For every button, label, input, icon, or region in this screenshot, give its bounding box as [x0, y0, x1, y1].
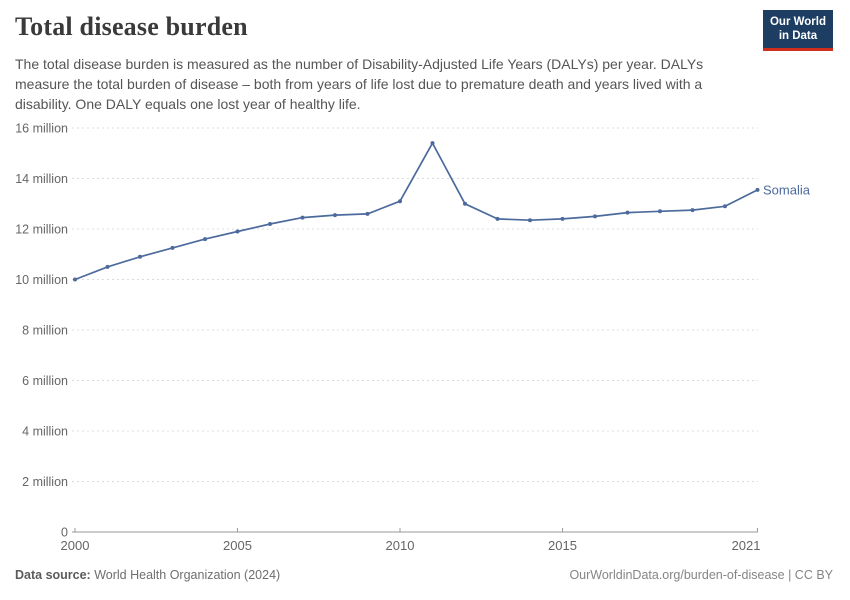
license-label: | CC BY: [784, 568, 833, 582]
data-point[interactable]: [333, 213, 337, 218]
y-axis-tick-label: 8 million: [22, 324, 68, 338]
data-point[interactable]: [625, 210, 630, 215]
data-point[interactable]: [73, 277, 77, 282]
data-source-value: World Health Organization (2024): [90, 568, 281, 582]
data-point[interactable]: [268, 222, 272, 226]
data-point[interactable]: [658, 209, 662, 214]
y-axis-tick-label: 12 million: [15, 223, 68, 237]
data-point[interactable]: [365, 211, 370, 216]
y-axis-tick-label: 14 million: [15, 172, 68, 186]
data-point[interactable]: [235, 229, 240, 234]
series-line[interactable]: [74, 142, 759, 281]
site-link[interactable]: OurWorldinData.org/burden-of-disease: [569, 568, 785, 582]
chart-subtitle: The total disease burden is measured as …: [15, 56, 704, 112]
series-label[interactable]: Somalia: [763, 182, 811, 197]
data-point[interactable]: [593, 214, 597, 219]
data-point[interactable]: [528, 218, 532, 223]
data-point[interactable]: [300, 215, 305, 220]
y-axis-tick-label: 2 million: [22, 475, 68, 489]
chart-footer: Data source: World Health Organization (…: [15, 568, 833, 582]
data-point[interactable]: [690, 208, 695, 213]
y-axis-tick-label: 4 million: [22, 425, 68, 439]
x-axis-tick-label: 2005: [223, 538, 252, 553]
data-point[interactable]: [755, 187, 760, 192]
data-point[interactable]: [430, 141, 435, 146]
page-title: Total disease burden: [15, 12, 248, 41]
data-point[interactable]: [170, 245, 175, 250]
data-source: Data source: World Health Organization (…: [15, 568, 280, 582]
x-axis-tick-label: 2015: [548, 538, 577, 553]
owid-logo-line1: Our World: [769, 16, 826, 28]
data-point[interactable]: [723, 204, 727, 209]
data-source-label: Data source:: [15, 568, 91, 582]
data-point[interactable]: [495, 216, 500, 221]
y-axis-tick-label: 10 million: [15, 273, 68, 287]
owid-logo[interactable]: Our World in Data: [762, 10, 833, 51]
x-axis-tick-label: 2000: [61, 538, 90, 553]
data-point[interactable]: [398, 199, 402, 204]
owid-logo-line2: in Data: [778, 30, 818, 43]
data-point[interactable]: [463, 201, 467, 206]
data-point[interactable]: [203, 237, 207, 242]
data-point[interactable]: [138, 254, 142, 259]
data-point[interactable]: [105, 264, 110, 269]
y-axis-tick-label: 6 million: [22, 374, 68, 388]
y-axis-tick-label: 16 million: [15, 122, 68, 136]
x-axis-tick-label: 2021: [732, 538, 761, 553]
data-point[interactable]: [560, 216, 565, 221]
attribution: OurWorldinData.org/burden-of-disease | C…: [569, 568, 833, 582]
y-axis-tick-label: 0: [61, 526, 68, 540]
x-axis-tick-label: 2010: [386, 538, 415, 553]
